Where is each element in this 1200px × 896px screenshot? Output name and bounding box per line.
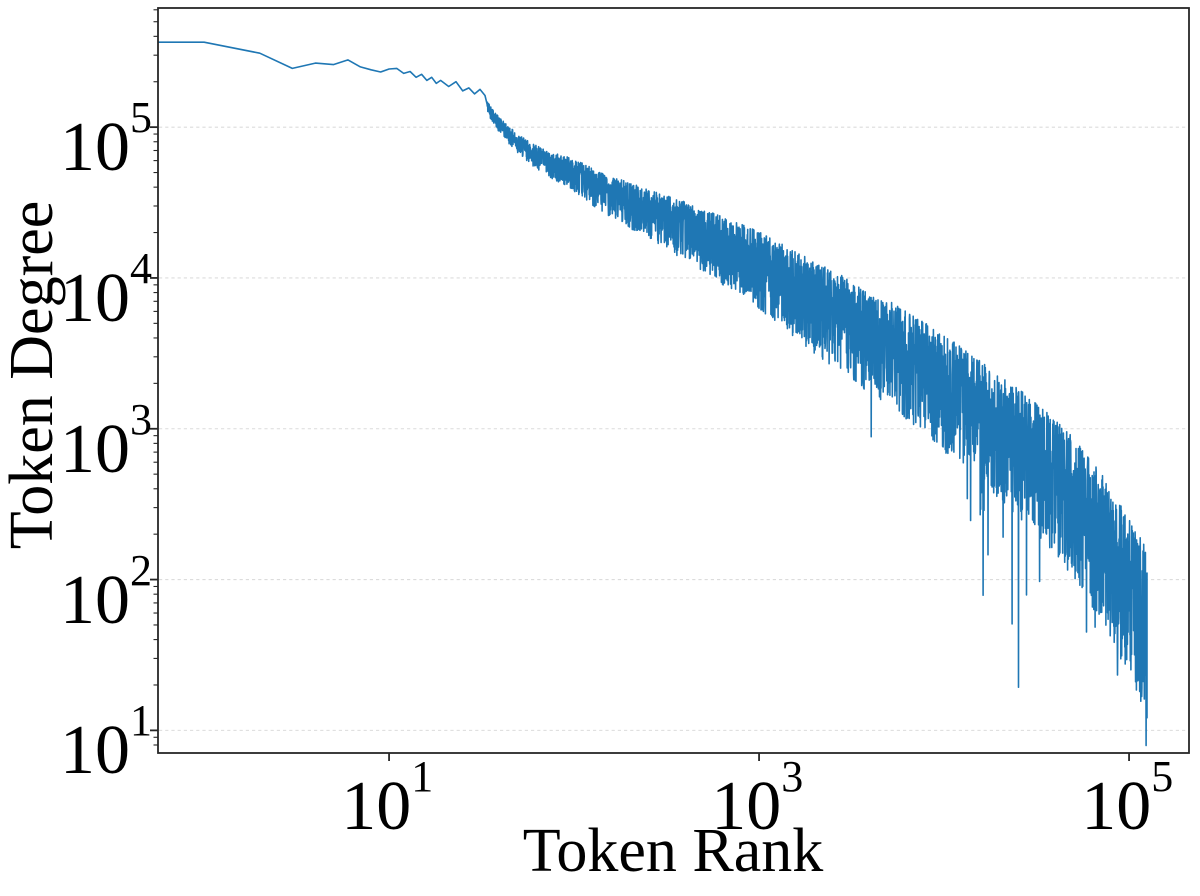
degree-curve [158,41,1148,747]
y-tick-label: 104 [60,243,152,337]
x-tick-label: 101 [341,752,434,845]
x-axis-title: Token Rank [522,817,824,885]
x-tick-label: 103 [711,752,804,845]
y-tick-label: 102 [60,545,152,639]
y-tick-label: 105 [60,93,152,187]
y-tick-label: 103 [60,394,152,488]
plot-border [157,7,1190,754]
y-tick-label: 101 [60,696,152,790]
y-axis-title: Token Degree [0,200,66,550]
x-tick-label: 105 [1081,752,1174,845]
